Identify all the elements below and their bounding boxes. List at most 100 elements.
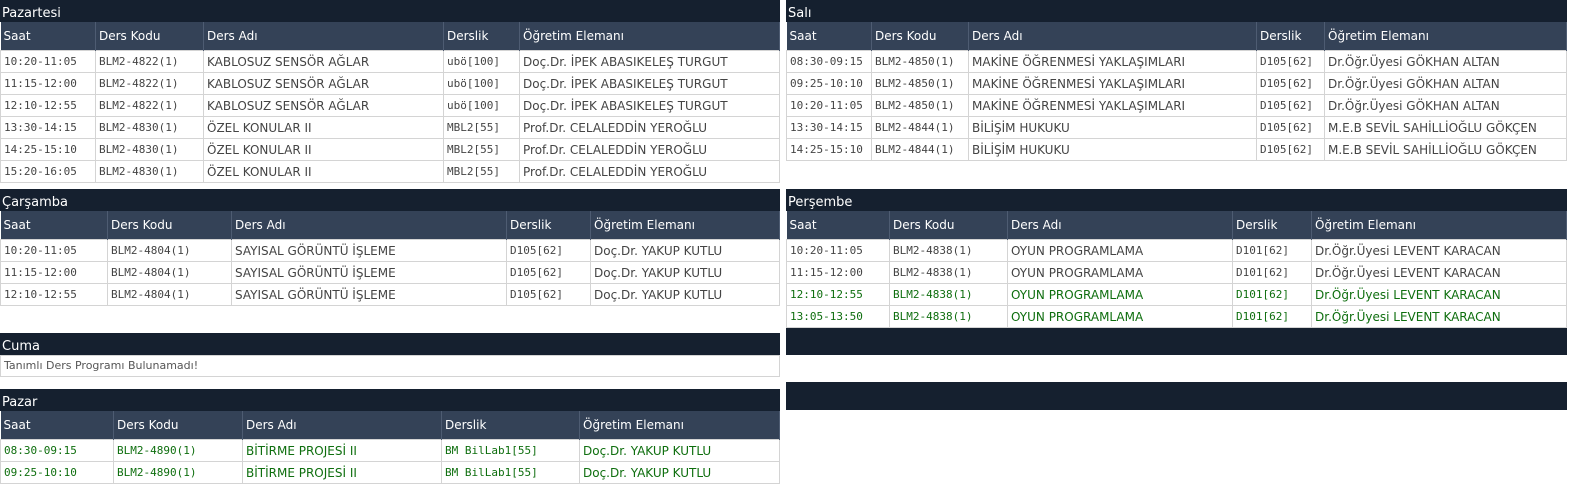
col-derslik: Derslik xyxy=(441,411,580,440)
cell-ders-adi: SAYISAL GÖRÜNTÜ İŞLEME xyxy=(231,283,507,306)
cell-ders-adi: BİLİŞİM HUKUKU xyxy=(968,116,1257,139)
cell-derslik: ubö[100] xyxy=(443,72,520,95)
cell-ders-kodu: BLM2-4838(1) xyxy=(889,239,1008,262)
cell-ogretim: Doç.Dr. YAKUP KUTLU xyxy=(579,461,780,484)
cell-saat: 12:10-12:55 xyxy=(0,283,108,306)
table-header-row: Saat Ders Kodu Ders Adı Derslik Öğretim … xyxy=(0,411,780,440)
cell-saat: 13:05-13:50 xyxy=(786,305,890,328)
cell-derslik: D105[62] xyxy=(1256,50,1325,73)
cell-ders-kodu: BLM2-4830(1) xyxy=(95,160,204,183)
cell-saat: 10:20-11:05 xyxy=(0,50,96,73)
col-saat: Saat xyxy=(0,411,114,440)
cell-ders-kodu: BLM2-4822(1) xyxy=(95,94,204,117)
table-row: 09:25-10:10 BLM2-4850(1) MAKİNE ÖĞRENMESİ … xyxy=(786,72,1567,95)
cell-saat: 15:20-16:05 xyxy=(0,160,96,183)
cell-ders-kodu: BLM2-4804(1) xyxy=(107,283,232,306)
table-header-row: Saat Ders Kodu Ders Adı Derslik Öğretim … xyxy=(0,211,780,240)
table-row: 08:30-09:15 BLM2-4850(1) MAKİNE ÖĞRENMESİ … xyxy=(786,50,1567,73)
col-saat: Saat xyxy=(786,22,872,51)
cell-derslik: D101[62] xyxy=(1232,305,1312,328)
cell-ders-kodu: BLM2-4838(1) xyxy=(889,305,1008,328)
cell-ders-adi: MAKİNE ÖĞRENMESİ YAKLAŞIMLARI xyxy=(968,72,1257,95)
col-derslik: Derslik xyxy=(443,22,520,51)
table-row: 13:30-14:15 BLM2-4844(1) BİLİŞİM HUKUKU D10… xyxy=(786,116,1567,139)
cell-ders-adi: ÖZEL KONULAR II xyxy=(203,116,444,139)
cell-derslik: D105[62] xyxy=(1256,116,1325,139)
cell-saat: 10:20-11:05 xyxy=(786,239,890,262)
table-row: 10:20-11:05 BLM2-4804(1) SAYISAL GÖRÜNTÜ İ… xyxy=(0,239,780,262)
panel-sali: Salı Saat Ders Kodu Ders Adı Derslik Öğr… xyxy=(786,0,1567,161)
schedule-body-sali: 08:30-09:15 BLM2-4850(1) MAKİNE ÖĞRENMESİ … xyxy=(786,50,1567,161)
cell-ders-kodu: BLM2-4850(1) xyxy=(871,72,969,95)
col-ders-adi: Ders Adı xyxy=(968,22,1257,51)
cell-saat: 10:20-11:05 xyxy=(0,239,108,262)
empty-schedule-message: Tanımlı Ders Programı Bulunamadı! xyxy=(0,355,780,377)
table-row: 13:30-14:15 BLM2-4830(1) ÖZEL KONULAR II MB… xyxy=(0,116,780,139)
cell-ders-adi: BİTİRME PROJESİ II xyxy=(242,461,442,484)
cell-saat: 14:25-15:10 xyxy=(0,138,96,161)
col-ogretim: Öğretim Elemanı xyxy=(1324,22,1567,51)
cell-ders-kodu: BLM2-4822(1) xyxy=(95,50,204,73)
table-row: 11:15-12:00 BLM2-4822(1) KABLOSUZ SENSÖR A… xyxy=(0,72,780,95)
schedule-body-carsamba: 10:20-11:05 BLM2-4804(1) SAYISAL GÖRÜNTÜ İ… xyxy=(0,239,780,306)
cell-ogretim: Doç.Dr. YAKUP KUTLU xyxy=(590,261,780,284)
cell-ogretim: M.E.B SEVİL SAHİLLİOĞLU GÖKÇEN xyxy=(1324,138,1567,161)
table-header-row: Saat Ders Kodu Ders Adı Derslik Öğretim … xyxy=(786,22,1567,51)
table-row: 15:20-16:05 BLM2-4830(1) ÖZEL KONULAR II MB… xyxy=(0,160,780,183)
col-derslik: Derslik xyxy=(506,211,591,240)
table-row: 10:20-11:05 BLM2-4850(1) MAKİNE ÖĞRENMESİ … xyxy=(786,94,1567,117)
cell-saat: 12:10-12:55 xyxy=(0,94,96,117)
cell-saat: 14:25-15:10 xyxy=(786,138,872,161)
col-saat: Saat xyxy=(0,22,96,51)
cell-ogretim: Dr.Öğr.Üyesi LEVENT KARACAN xyxy=(1311,305,1567,328)
schedule-body-pazartesi: 10:20-11:05 BLM2-4822(1) KABLOSUZ SENSÖR A… xyxy=(0,50,780,183)
cell-ders-adi: BİLİŞİM HUKUKU xyxy=(968,138,1257,161)
panel-pazartesi: Pazartesi Saat Ders Kodu Ders Adı Dersli… xyxy=(0,0,780,183)
cell-ders-adi: SAYISAL GÖRÜNTÜ İŞLEME xyxy=(231,261,507,284)
cell-ders-adi: OYUN PROGRAMLAMA xyxy=(1007,283,1233,306)
cell-saat: 11:15-12:00 xyxy=(0,72,96,95)
schedule-body-pazar: 08:30-09:15 BLM2-4890(1) BİTİRME PROJESİ I… xyxy=(0,439,780,484)
table-row: 14:25-15:10 BLM2-4844(1) BİLİŞİM HUKUKU D10… xyxy=(786,138,1567,161)
cell-ders-kodu: BLM2-4822(1) xyxy=(95,72,204,95)
cell-derslik: ubö[100] xyxy=(443,50,520,73)
panel-pazar: Pazar Saat Ders Kodu Ders Adı Derslik Öğ… xyxy=(0,389,780,484)
cell-derslik: MBL2[55] xyxy=(443,138,520,161)
col-ders-kodu: Ders Kodu xyxy=(889,211,1008,240)
cell-derslik: D105[62] xyxy=(506,283,591,306)
cell-saat: 08:30-09:15 xyxy=(786,50,872,73)
col-ogretim: Öğretim Elemanı xyxy=(590,211,780,240)
divider-bar xyxy=(786,382,1567,410)
cell-ders-kodu: BLM2-4850(1) xyxy=(871,50,969,73)
cell-derslik: D105[62] xyxy=(1256,94,1325,117)
cell-ders-adi: KABLOSUZ SENSÖR AĞLAR xyxy=(203,50,444,73)
cell-ders-adi: ÖZEL KONULAR II xyxy=(203,160,444,183)
table-row: 12:10-12:55 BLM2-4822(1) KABLOSUZ SENSÖR A… xyxy=(0,94,780,117)
cell-saat: 13:30-14:15 xyxy=(786,116,872,139)
cell-ogretim: Dr.Öğr.Üyesi GÖKHAN ALTAN xyxy=(1324,72,1567,95)
col-ogretim: Öğretim Elemanı xyxy=(1311,211,1567,240)
schedule-table-carsamba: Saat Ders Kodu Ders Adı Derslik Öğretim … xyxy=(0,211,780,306)
day-title-pazartesi: Pazartesi xyxy=(0,0,780,22)
cell-derslik: D105[62] xyxy=(1256,72,1325,95)
cell-saat: 10:20-11:05 xyxy=(786,94,872,117)
cell-ders-adi: OYUN PROGRAMLAMA xyxy=(1007,261,1233,284)
col-ders-kodu: Ders Kodu xyxy=(95,22,204,51)
col-derslik: Derslik xyxy=(1256,22,1325,51)
cell-ders-kodu: BLM2-4844(1) xyxy=(871,116,969,139)
cell-derslik: D105[62] xyxy=(1256,138,1325,161)
cell-ders-kodu: BLM2-4830(1) xyxy=(95,138,204,161)
cell-derslik: D105[62] xyxy=(506,261,591,284)
cell-derslik: D101[62] xyxy=(1232,283,1312,306)
cell-ders-adi: ÖZEL KONULAR II xyxy=(203,138,444,161)
col-ogretim: Öğretim Elemanı xyxy=(579,411,780,440)
table-row: 11:15-12:00 BLM2-4804(1) SAYISAL GÖRÜNTÜ İ… xyxy=(0,261,780,284)
table-row: 11:15-12:00 BLM2-4838(1) OYUN PROGRAMLAMA D… xyxy=(786,261,1567,284)
schedule-table-pazartesi: Saat Ders Kodu Ders Adı Derslik Öğretim … xyxy=(0,22,780,183)
cell-ogretim: Dr.Öğr.Üyesi LEVENT KARACAN xyxy=(1311,261,1567,284)
panel-carsamba: Çarşamba Saat Ders Kodu Ders Adı Derslik… xyxy=(0,189,780,306)
cell-ogretim: Prof.Dr. CELALEDDİN YEROĞLU xyxy=(519,116,780,139)
table-row: 10:20-11:05 BLM2-4838(1) OYUN PROGRAMLAMA D… xyxy=(786,239,1567,262)
cell-derslik: ubö[100] xyxy=(443,94,520,117)
cell-derslik: BM BilLab1[55] xyxy=(441,461,580,484)
